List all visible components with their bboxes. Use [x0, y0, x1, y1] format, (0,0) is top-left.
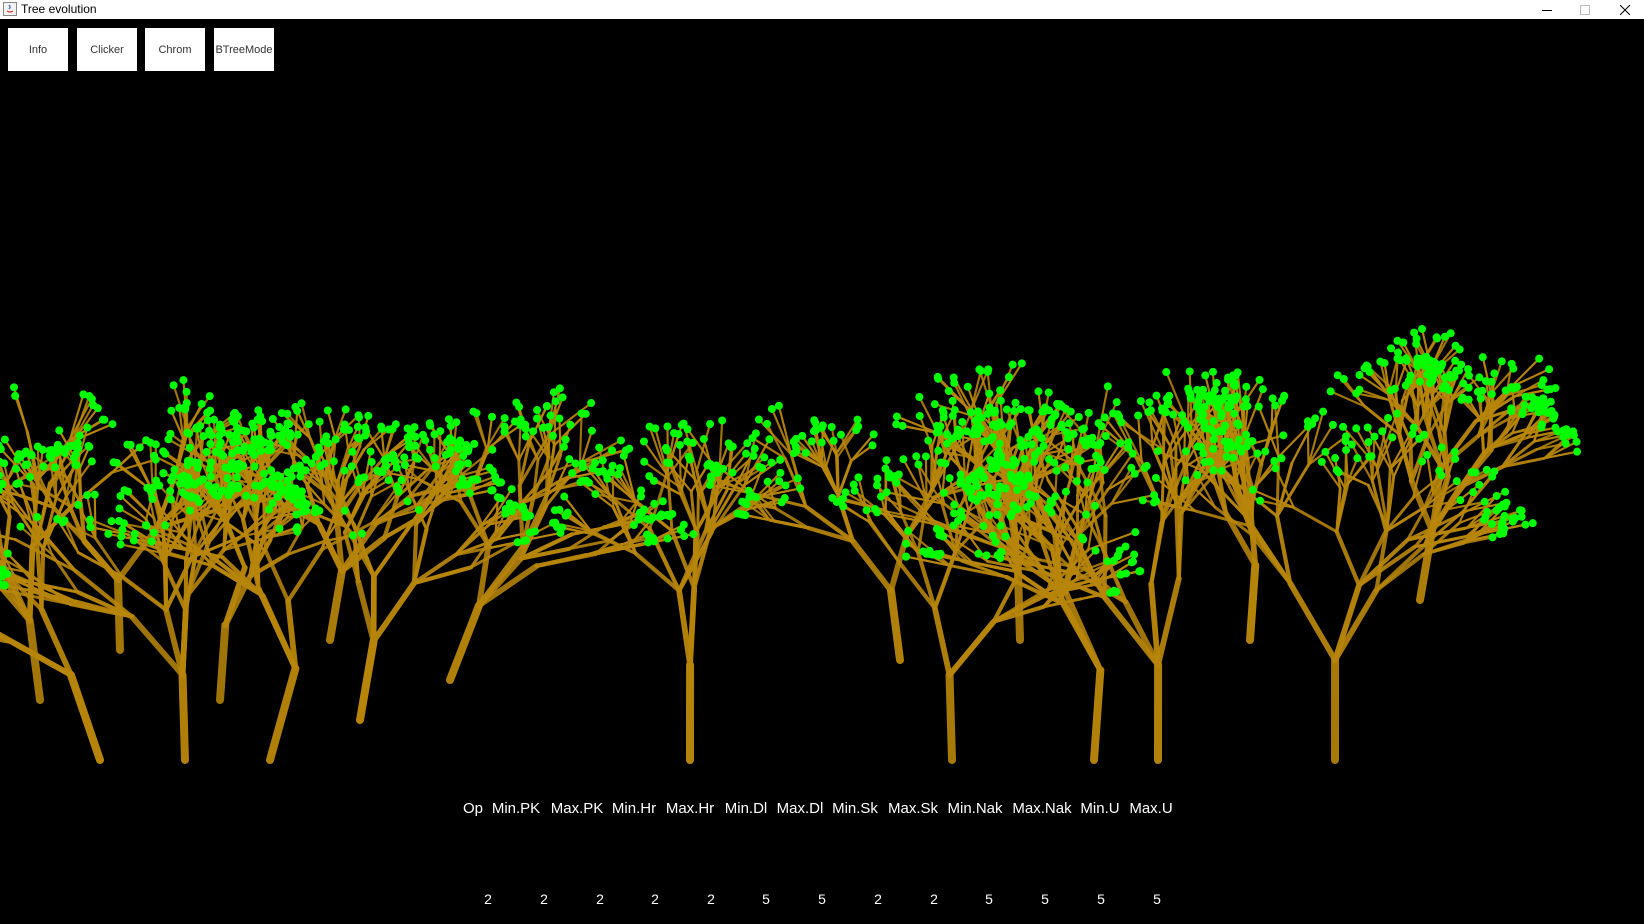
param-value-max-pk: 2	[596, 891, 604, 907]
param-value-max-hr: 2	[707, 891, 715, 907]
close-button[interactable]	[1606, 0, 1644, 19]
param-label-op: Op	[462, 800, 484, 817]
param-label-min-nak: Min.Nak	[947, 800, 1003, 817]
param-value-max-dl: 5	[818, 891, 826, 907]
param-value-max-u: 5	[1153, 891, 1161, 907]
param-value-max-sk: 2	[930, 891, 938, 907]
window-title: Tree evolution	[21, 2, 97, 16]
param-value-min-sk: 2	[874, 891, 882, 907]
minimize-icon	[1542, 9, 1552, 11]
param-label-max-nak: Max.Nak	[1012, 800, 1072, 817]
param-label-min-sk: Min.Sk	[832, 800, 878, 817]
param-value-min-hr: 2	[651, 891, 659, 907]
param-label-max-sk: Max.Sk	[887, 800, 939, 817]
param-value-op: 2	[484, 891, 492, 907]
param-value-min-nak: 5	[985, 891, 993, 907]
title-bar[interactable]: Tree evolution	[0, 0, 1644, 19]
param-label-min-hr: Min.Hr	[611, 800, 657, 817]
param-value-max-nak: 5	[1041, 891, 1049, 907]
param-label-max-u: Max.U	[1129, 800, 1173, 817]
param-label-min-u: Min.U	[1080, 800, 1120, 817]
btreemode-button[interactable]: BTreeMode	[214, 28, 274, 71]
java-app-icon	[3, 2, 17, 16]
close-icon	[1620, 4, 1630, 15]
param-label-max-hr: Max.Hr	[665, 800, 715, 817]
param-label-min-dl: Min.Dl	[724, 800, 768, 817]
chrom-button[interactable]: Chrom	[145, 28, 205, 71]
param-value-min-pk: 2	[540, 891, 548, 907]
param-label-max-pk: Max.PK	[550, 800, 604, 817]
param-label-max-dl: Max.Dl	[776, 800, 824, 817]
param-value-min-dl: 5	[762, 891, 770, 907]
param-label-min-pk: Min.PK	[491, 800, 541, 817]
branches	[0, 327, 1579, 764]
info-button[interactable]: Info	[8, 28, 68, 71]
leaves	[0, 324, 1582, 597]
tree-canvas[interactable]	[0, 19, 1644, 924]
clicker-button[interactable]: Clicker	[77, 28, 137, 71]
param-value-min-u: 5	[1097, 891, 1105, 907]
maximize-button[interactable]	[1566, 0, 1604, 19]
minimize-button[interactable]	[1528, 0, 1566, 19]
maximize-icon	[1580, 4, 1590, 15]
